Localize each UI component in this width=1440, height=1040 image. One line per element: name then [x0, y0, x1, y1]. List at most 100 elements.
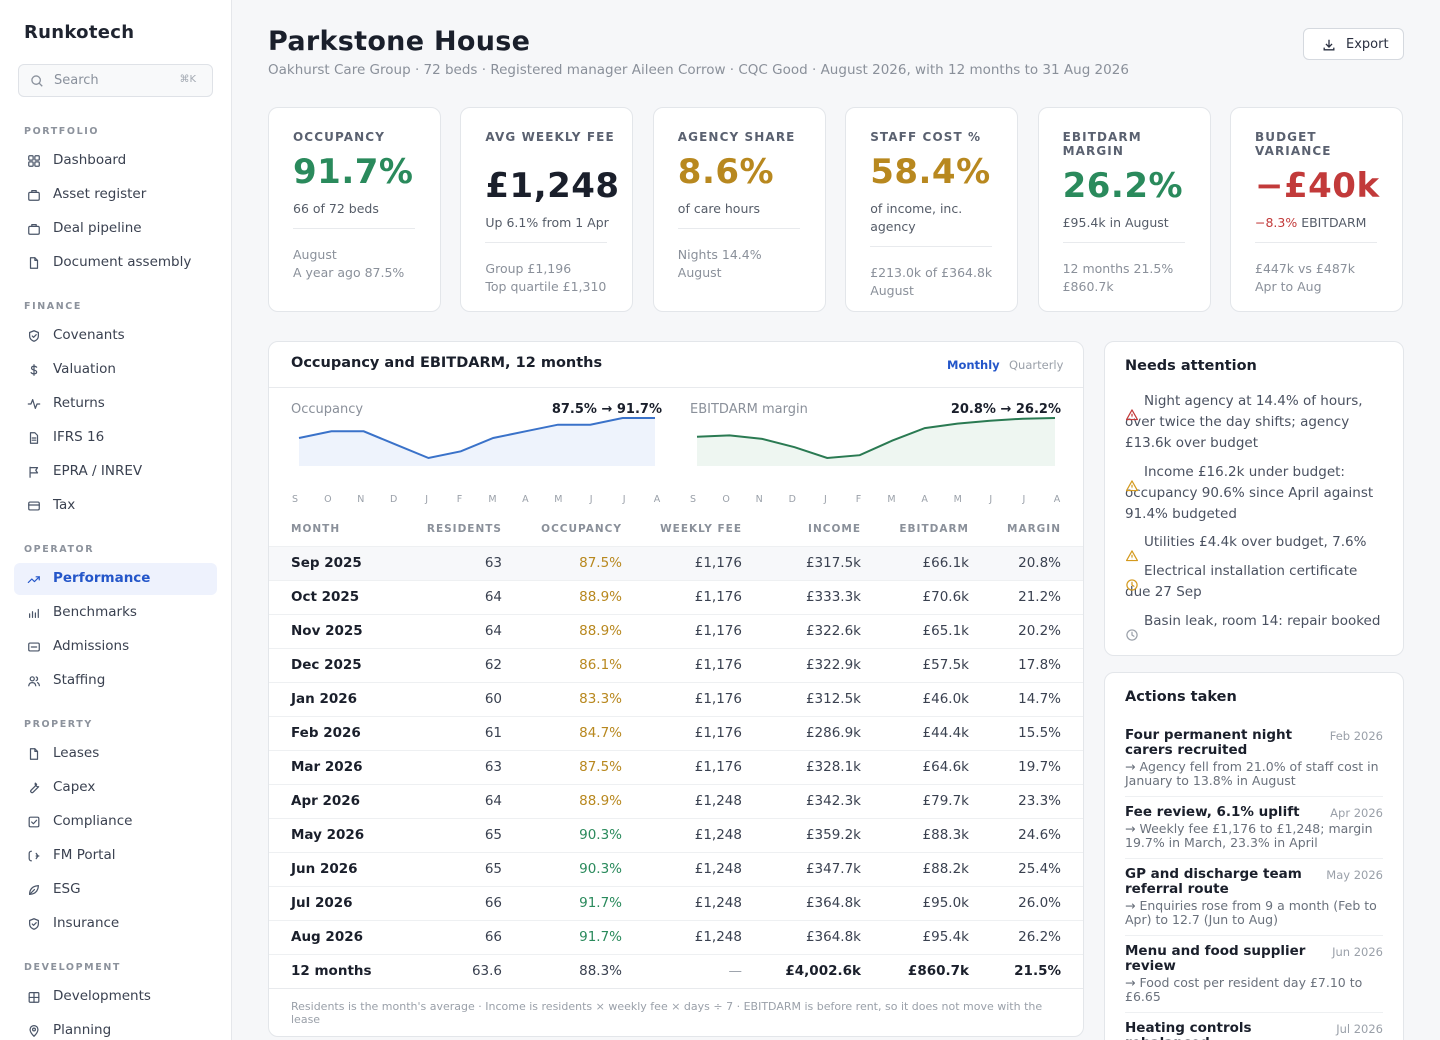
kpi-label: AVG WEEKLY FEE [485, 130, 615, 144]
inbox-icon [28, 642, 40, 652]
attention-item[interactable]: Utilities £4.4k over budget, 7.6% [1125, 532, 1385, 562]
action-title: Four permanent night carers recruited [1125, 727, 1293, 758]
sidebar-item-esg[interactable]: ESG [14, 874, 217, 906]
attention-item[interactable]: Basin leak, room 14: repair booked [1125, 611, 1385, 641]
table-row[interactable]: May 2026 65 90.3% £1,248 £359.2k £88.3k 24.6% [269, 818, 1083, 852]
sidebar-item-label: Capex [53, 779, 96, 795]
kpi-sub-text: EBITDARM [1297, 215, 1367, 230]
sidebar-item-label: Planning [53, 1022, 112, 1038]
cell-ebitdarm: £57.5k [922, 657, 969, 673]
sidebar-item-document-assembly[interactable]: Document assembly [14, 247, 217, 279]
kpi-card: BUDGET VARIANCE −£40k −8.3% EBITDARM £447k … [1230, 107, 1403, 312]
attention-item[interactable]: Income £16.2k under budget: occupancy 90… [1125, 462, 1385, 525]
chart-tick-label: J [425, 494, 428, 505]
sidebar-item-staffing[interactable]: Staffing [14, 665, 217, 697]
action-title: Menu and food supplier review [1125, 943, 1306, 974]
download-icon [1323, 39, 1335, 51]
sparkline-charts [298, 417, 1056, 466]
chart-tick-label: A [653, 494, 661, 505]
attention-item[interactable]: Electrical installation certificate due … [1125, 561, 1385, 603]
cell-margin: 20.2% [1018, 623, 1061, 639]
cell-ebitdarm: £44.4k [922, 725, 969, 741]
cell-margin: 26.2% [1018, 929, 1061, 945]
divider [293, 228, 415, 229]
search-box[interactable]: Search ⌘K [18, 64, 213, 97]
sidebar-item-tax[interactable]: Tax [14, 490, 217, 522]
column-header: EBITDARM [899, 523, 969, 535]
table-row[interactable]: Jan 2026 60 83.3% £1,176 £312.5k £46.0k 14.7% [269, 682, 1083, 716]
sidebar-item-insurance[interactable]: Insurance [14, 908, 217, 940]
cell-month: Sep 2025 [291, 555, 362, 571]
column-header: OCCUPANCY [541, 523, 622, 535]
table-row[interactable]: Oct 2025 64 88.9% £1,176 £333.3k £70.6k 21.2% [269, 580, 1083, 614]
table-row[interactable]: Nov 2025 64 88.9% £1,176 £322.6k £65.1k 20.2% [269, 614, 1083, 648]
sidebar-item-asset-register[interactable]: Asset register [14, 179, 217, 211]
chart-tick-label: J [989, 494, 993, 505]
sidebar-item-benchmarks[interactable]: Benchmarks [14, 597, 217, 629]
sidebar-item-returns[interactable]: Returns [14, 388, 217, 420]
chart-tick-label: F [456, 494, 463, 505]
sidebar-item-fm-portal[interactable]: FM Portal [14, 840, 217, 872]
sidebar-item-label: Benchmarks [53, 604, 137, 620]
chart-tick-label: M [953, 494, 962, 505]
toggle-quarterly[interactable]: Quarterly [1009, 358, 1064, 372]
cell-margin: 24.6% [1018, 827, 1061, 843]
kpi-value: −£40k [1255, 166, 1380, 206]
sidebar-item-dashboard[interactable]: Dashboard [14, 145, 217, 177]
cell-ebitdarm: £65.1k [922, 623, 969, 639]
sidebar-item-label: Document assembly [53, 254, 192, 270]
sidebar-item-developments[interactable]: Developments [14, 981, 217, 1013]
action-date: Feb 2026 [1329, 729, 1383, 743]
cell-income: £286.9k [805, 725, 861, 741]
sidebar-item-label: Developments [53, 988, 151, 1004]
cell-residents: 65 [484, 861, 502, 877]
sidebar-item-ifrs-16[interactable]: IFRS 16 [14, 422, 217, 454]
total-occupancy: 88.3% [579, 963, 622, 979]
sidebar-item-leases[interactable]: Leases [14, 738, 217, 770]
actions-title: Actions taken [1125, 689, 1237, 705]
table-row[interactable]: Apr 2026 64 88.9% £1,248 £342.3k £79.7k 23.3% [269, 784, 1083, 818]
sidebar-item-planning[interactable]: Planning [14, 1015, 217, 1040]
attention-item[interactable]: Night agency at 14.4% of hours, over twi… [1125, 391, 1385, 454]
table-row[interactable]: Sep 2025 63 87.5% £1,176 £317.5k £66.1k 20.8% [269, 546, 1083, 580]
kpi-value: 26.2% [1062, 166, 1184, 206]
kpi-subtext: −8.3% EBITDARM [1255, 214, 1385, 232]
sidebar-item-epra-inrev[interactable]: EPRA / INREV [14, 456, 217, 488]
sidebar-item-deal-pipeline[interactable]: Deal pipeline [14, 213, 217, 245]
action-title: Heating controls rebalanced [1125, 1020, 1252, 1040]
toggle-monthly[interactable]: Monthly [947, 358, 1000, 372]
cell-margin: 17.8% [1018, 657, 1061, 673]
kpi-value: £1,248 [485, 166, 620, 206]
sidebar-item-valuation[interactable]: Valuation [14, 354, 217, 386]
sidebar-item-admissions[interactable]: Admissions [14, 631, 217, 663]
cell-month: Feb 2026 [291, 725, 361, 741]
sidebar-item-capex[interactable]: Capex [14, 772, 217, 804]
actions-card: Actions taken Four permanent night carer… [1104, 672, 1404, 1040]
cell-income: £364.8k [805, 895, 861, 911]
shield-icon [29, 918, 39, 930]
sidebar-item-compliance[interactable]: Compliance [14, 806, 217, 838]
kpi-card: OCCUPANCY 91.7% 66 of 72 beds August A year … [268, 107, 441, 312]
table-row[interactable]: Aug 2026 66 91.7% £1,248 £364.8k £95.4k 26.2% [269, 920, 1083, 954]
sidebar-item-label: FM Portal [53, 847, 116, 863]
table-row[interactable]: Jun 2026 65 90.3% £1,248 £347.7k £88.2k 25.4% [269, 852, 1083, 886]
divider [1125, 858, 1383, 859]
sidebar-item-label: Covenants [53, 327, 125, 343]
kpi-foot-1: 12 months 21.5% [1062, 261, 1174, 276]
cell-residents: 63 [484, 555, 502, 571]
kpi-foot-1: Group £1,196 [485, 261, 572, 276]
kpi-label: EBITDARM MARGIN [1062, 130, 1142, 158]
cell-ebitdarm: £88.3k [922, 827, 969, 843]
table-row[interactable]: Dec 2025 62 86.1% £1,176 £322.9k £57.5k 17.8% [269, 648, 1083, 682]
export-button[interactable]: Export [1303, 28, 1404, 60]
chart-tick-label: F [855, 494, 862, 505]
export-label: Export [1346, 37, 1389, 52]
sidebar-item-covenants[interactable]: Covenants [14, 320, 217, 352]
sidebar-item-performance[interactable]: Performance [14, 563, 217, 595]
table-row[interactable]: Feb 2026 61 84.7% £1,176 £286.9k £44.4k 15.5% [269, 716, 1083, 750]
table-row[interactable]: Mar 2026 63 87.5% £1,176 £328.1k £64.6k 19.7% [269, 750, 1083, 784]
total-ebitdarm: £860.7k [907, 963, 969, 979]
table-row[interactable]: Jul 2026 66 91.7% £1,248 £364.8k £95.0k 26.0% [269, 886, 1083, 920]
sidebar-item-label: Asset register [53, 186, 147, 202]
cell-residents: 65 [484, 827, 502, 843]
